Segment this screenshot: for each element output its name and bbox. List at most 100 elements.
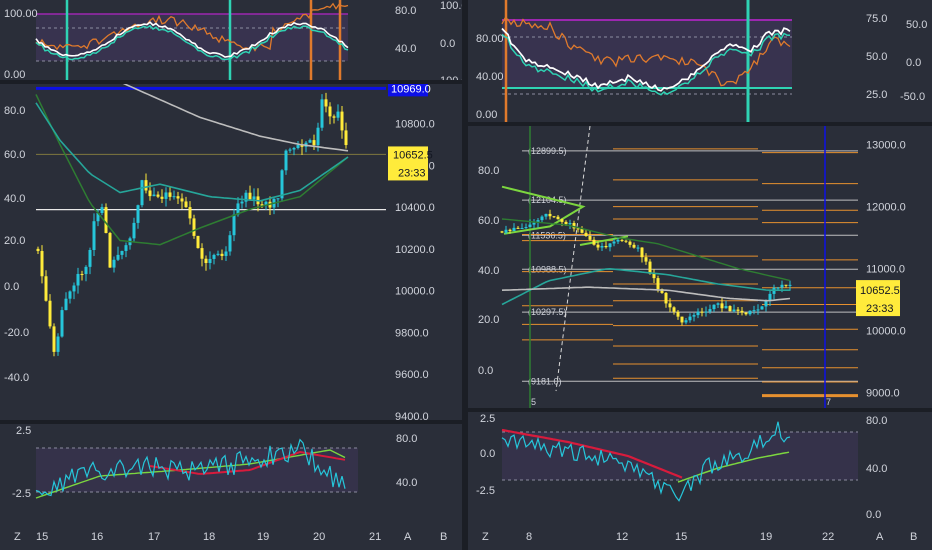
candle-body xyxy=(764,300,768,307)
right-tick: 10400.0 xyxy=(395,202,435,214)
candle-body xyxy=(612,241,616,244)
candle-body xyxy=(724,306,728,309)
candle-body xyxy=(152,194,156,197)
candle-body xyxy=(200,248,204,259)
candle-body xyxy=(124,245,128,251)
candle-body xyxy=(696,311,700,316)
right-oscillator-bottom-pane[interactable]: 2.5 0.0 -2.5 80.0 40.0 0.0 xyxy=(468,412,932,520)
right-tick: 0.0 xyxy=(866,509,881,520)
osc-white-line xyxy=(501,27,791,92)
candle-body xyxy=(232,214,236,236)
candle-body xyxy=(140,180,144,206)
candle-body xyxy=(732,309,736,312)
candle-body xyxy=(644,257,648,262)
candle-body xyxy=(68,291,72,299)
candle-body xyxy=(788,284,792,286)
right-tick: -50.0 xyxy=(900,91,925,103)
vline-label: 5 xyxy=(531,397,536,407)
left-tick: 80.00 xyxy=(476,33,504,45)
candle-body xyxy=(192,218,196,236)
corner-button-a: A xyxy=(876,531,884,543)
left-tick: 80.0 xyxy=(4,105,25,117)
candle-body xyxy=(108,232,112,268)
candle-body xyxy=(776,287,780,289)
candle-body xyxy=(524,227,528,229)
candle-body xyxy=(596,244,600,248)
left-tick: 0.0 xyxy=(478,365,493,377)
candle-body xyxy=(680,316,684,323)
left-oscillator-top-chart: 100.00 0.00 80.0 40.0 100.0 0.0 100.0 xyxy=(4,0,462,80)
candle-body xyxy=(608,243,612,248)
candle-body xyxy=(344,130,348,146)
left-time-axis[interactable]: 15 16 17 18 19 20 21 Z A B xyxy=(0,520,462,550)
pane-divider[interactable] xyxy=(468,122,932,126)
pane-divider[interactable] xyxy=(468,408,932,412)
price-tag xyxy=(856,280,900,317)
right-price-pane[interactable]: (12899.5) (12104.5) (11536.5) (10988.5) (102… xyxy=(468,126,932,408)
osc-cyan-line xyxy=(35,438,346,497)
candle-body xyxy=(768,293,772,301)
candle-body xyxy=(704,311,708,313)
ma-gray-line xyxy=(501,286,791,302)
candle-body xyxy=(656,278,660,290)
right-oscillator-top-pane[interactable]: 80.00 40.00 0.00 75.0 50.0 25.0 50.0 0.0 -50.0 xyxy=(468,0,932,122)
right-tick: 10000.0 xyxy=(866,326,906,338)
candle-body xyxy=(196,235,200,249)
fib-level-label: (10988.5) xyxy=(528,264,567,274)
candle-body xyxy=(500,231,504,233)
candle-body xyxy=(236,203,240,215)
candle-body xyxy=(308,140,312,143)
pane-divider[interactable] xyxy=(0,80,462,84)
candle-body xyxy=(632,244,636,248)
candle-body xyxy=(72,285,76,292)
candle-body xyxy=(144,180,148,191)
candle-body xyxy=(112,259,116,268)
candle-body xyxy=(592,239,596,245)
candle-body xyxy=(288,149,292,151)
ma-gray-line xyxy=(122,84,349,152)
candle-body xyxy=(584,232,588,237)
right-tick: 13000.0 xyxy=(866,140,906,152)
right-tick: 9400.0 xyxy=(395,411,429,420)
candle-body xyxy=(708,309,712,312)
candle-body xyxy=(80,273,84,275)
candle-body xyxy=(340,111,344,131)
candle-body xyxy=(752,310,756,312)
candle-body xyxy=(744,312,748,315)
right-tick: 40.0 xyxy=(396,477,417,489)
candle-body xyxy=(532,222,536,225)
triangle-pattern xyxy=(501,185,586,235)
left-tick: 40.0 xyxy=(478,265,499,277)
left-tick: 0.0 xyxy=(4,281,19,293)
candle-body xyxy=(252,196,256,200)
left-tick: 80.0 xyxy=(478,165,499,177)
right-tick: 10800.0 xyxy=(395,119,435,131)
signal-red-line xyxy=(501,428,683,479)
candle-body xyxy=(520,227,524,229)
candle-body xyxy=(164,192,168,199)
candle-body xyxy=(620,239,624,241)
candle-body xyxy=(176,196,180,199)
candle-body xyxy=(660,289,664,293)
right-tick: 80.0 xyxy=(396,433,417,445)
left-tick: 20.0 xyxy=(4,235,25,247)
right-time-axis[interactable]: 8 12 15 19 22 Z A B xyxy=(468,520,932,550)
left-price-pane[interactable]: 80.060.040.020.00.0-20.0-40.010800.01060… xyxy=(0,84,462,420)
candle-body xyxy=(528,224,532,228)
right-tick: 100.0 xyxy=(440,75,462,80)
fib-level-label: (12104.5) xyxy=(528,195,567,205)
candle-body xyxy=(320,99,324,128)
candle-body xyxy=(180,198,184,202)
fib-level-label: (10297.5) xyxy=(528,307,567,317)
pane-divider[interactable] xyxy=(0,420,462,424)
left-oscillator-bottom-pane[interactable]: 2.5 -2.5 80.0 40.0 xyxy=(0,424,462,520)
time-tick: 19 xyxy=(760,531,772,543)
left-oscillator-top-pane[interactable]: 100.00 0.00 80.0 40.0 100.0 0.0 100.0 xyxy=(0,0,462,80)
candle-body xyxy=(168,192,172,197)
candle-body xyxy=(60,310,64,337)
candle-body xyxy=(588,236,592,240)
price-tag-label: 10652.5 xyxy=(860,285,900,297)
candle-body xyxy=(728,306,732,312)
candle-body xyxy=(604,245,608,248)
candle-body xyxy=(740,310,744,313)
